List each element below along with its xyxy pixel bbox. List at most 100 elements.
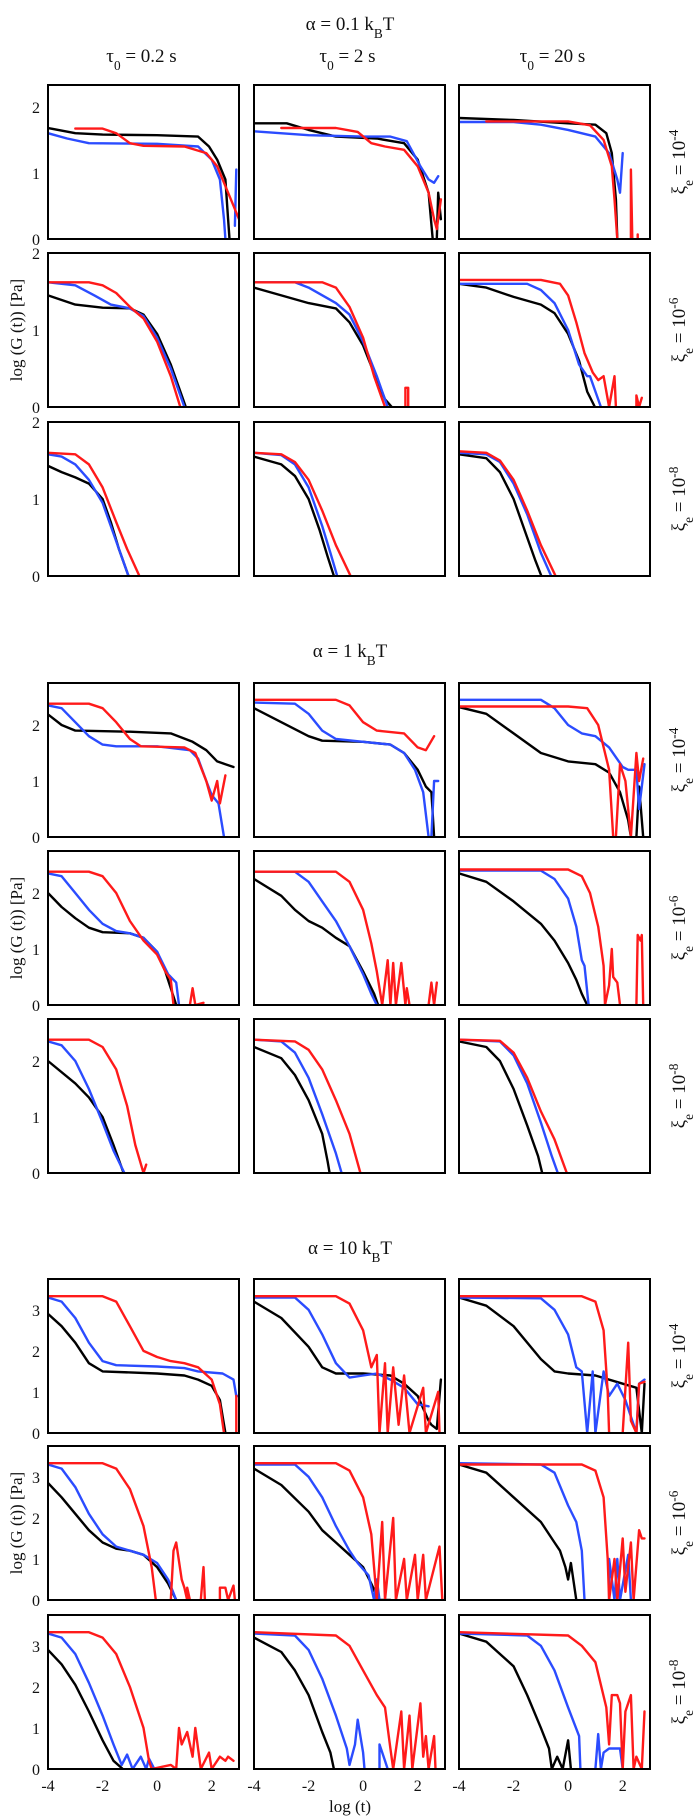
series-black-line <box>254 707 436 837</box>
y-axis-label: log (G (t)) [Pa] <box>7 279 26 381</box>
panel-b1-r2-c1 <box>47 252 240 408</box>
row-label-sub: e <box>681 946 696 952</box>
block-title-text: α = 1 k <box>313 641 367 662</box>
series-blue-line <box>459 451 553 576</box>
series-blue-line <box>459 282 603 407</box>
panel-frame <box>458 84 651 240</box>
y-tick-label: 3 <box>32 1470 40 1487</box>
panel-frame <box>253 252 446 408</box>
panel-frame <box>458 1614 651 1770</box>
panel-b3-r3-c3 <box>458 1614 651 1770</box>
row-label-text: ξ <box>669 1119 690 1128</box>
series-blue-line <box>459 1038 559 1173</box>
series-red-line <box>254 1631 437 1769</box>
panel-b2-r1-c3 <box>458 682 651 838</box>
row-label-text: = 10 <box>669 1502 690 1541</box>
x-axis-label: log (t) <box>329 1797 371 1816</box>
series-blue-line <box>48 453 130 576</box>
panel-b2-r3-c2 <box>253 1018 446 1174</box>
series-blue-line <box>48 281 186 407</box>
series-red-line <box>48 1631 235 1769</box>
series-blue-line <box>254 130 440 184</box>
panel-b1-r3-c2 <box>253 421 446 577</box>
panel-frame <box>253 1278 446 1434</box>
series-blue-line <box>48 1040 126 1173</box>
y-tick-label: 0 <box>32 1426 40 1443</box>
series-blue-line <box>254 870 378 1005</box>
panel-frame <box>253 850 446 1006</box>
series-blue-line <box>48 704 226 837</box>
panel-frame <box>253 1614 446 1770</box>
series-red-line <box>254 870 438 1005</box>
series-black-line <box>48 294 187 407</box>
panel-frame <box>253 421 446 577</box>
row-label-text: = 10 <box>669 1335 690 1374</box>
series-red-line <box>48 451 141 576</box>
series-blue-line <box>459 698 646 811</box>
row-label-text: = 10 <box>669 309 690 348</box>
row-label-text: = 10 <box>669 1075 690 1114</box>
series-black-line <box>48 1648 124 1769</box>
panel-frame <box>253 1018 446 1174</box>
x-tick-label: -4 <box>452 1778 465 1795</box>
panel-frame <box>458 1445 651 1601</box>
column-title-sub: 0 <box>114 58 121 73</box>
row-label: ξe = 10-4 <box>666 129 696 194</box>
panel-b1-r1-c2 <box>253 84 446 240</box>
panel-frame <box>458 1018 651 1174</box>
column-title-text: τ <box>319 46 327 67</box>
y-tick-label: 0 <box>32 400 40 417</box>
panel-b3-r2-c3 <box>458 1445 651 1601</box>
row-label: ξe = 10-8 <box>666 1659 696 1724</box>
column-title-text: = 2 s <box>334 46 376 67</box>
y-axis-label: log (G (t)) [Pa] <box>7 877 26 979</box>
panel-frame <box>47 850 240 1006</box>
series-blue-line <box>48 1463 178 1600</box>
y-tick-label: 2 <box>32 246 40 263</box>
y-tick-label: 1 <box>32 323 40 340</box>
column-title-text: τ <box>520 46 528 67</box>
panel-b1-r2-c2 <box>253 252 446 408</box>
y-tick-label: 1 <box>32 492 40 509</box>
block-title-text: α = 0.1 k <box>306 14 375 35</box>
x-tick-label: -2 <box>507 1778 520 1795</box>
y-tick-label: 2 <box>32 886 40 903</box>
panel-b2-r2-c1 <box>47 850 240 1006</box>
series-blue-line <box>459 869 590 1005</box>
series-black-line <box>459 453 543 576</box>
series-blue-line <box>459 1296 646 1433</box>
series-black-line <box>254 122 443 239</box>
row-label-sub: e <box>681 1541 696 1547</box>
row-label: ξe = 10-4 <box>666 727 696 792</box>
series-red-line <box>459 1463 646 1600</box>
column-title: τ0 = 0.2 s <box>106 46 176 73</box>
series-red-line <box>459 705 645 837</box>
panel-frame <box>458 252 651 408</box>
panel-frame <box>253 682 446 838</box>
row-label: ξe = 10-6 <box>666 895 696 960</box>
panel-b3-r3-c1 <box>47 1614 240 1770</box>
row-label-text: ξ <box>669 951 690 960</box>
row-label-sup: -8 <box>666 1063 681 1074</box>
row-label-text: = 10 <box>669 478 690 517</box>
panel-frame <box>47 1278 240 1434</box>
y-tick-label: 0 <box>32 232 40 249</box>
series-red-line <box>48 281 182 407</box>
row-label-sup: -4 <box>666 129 681 140</box>
panel-b1-r1-c3 <box>458 84 651 240</box>
panel-b1-r1-c1 <box>47 84 240 240</box>
y-tick-label: 2 <box>32 1511 40 1528</box>
block-title-sub: B <box>374 26 383 41</box>
x-tick-label: 0 <box>564 1778 572 1795</box>
block-title-text: T <box>380 1238 392 1259</box>
series-red-line <box>254 281 410 407</box>
x-tick-label: 2 <box>414 1778 422 1795</box>
series-blue-line <box>459 1632 624 1769</box>
block-title: α = 1 kBT <box>313 641 388 668</box>
y-tick-label: 1 <box>32 774 40 791</box>
column-title-text: = 0.2 s <box>121 46 177 67</box>
row-label-sup: -6 <box>666 1490 681 1501</box>
row-label-text: = 10 <box>669 1671 690 1710</box>
